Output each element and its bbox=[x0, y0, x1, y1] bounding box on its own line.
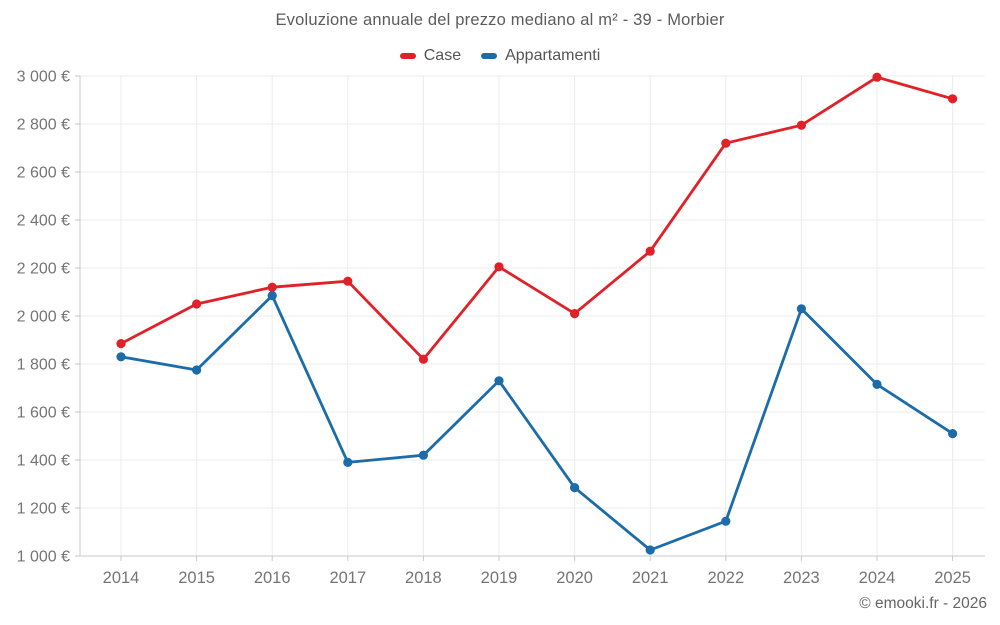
legend-label: Appartamenti bbox=[505, 47, 601, 64]
data-point-appartamenti-2015[interactable] bbox=[192, 365, 202, 375]
y-axis-tick-label: 2 000 € bbox=[17, 309, 70, 326]
data-point-case-2022[interactable] bbox=[721, 138, 731, 148]
data-point-appartamenti-2014[interactable] bbox=[116, 352, 126, 362]
data-point-case-2024[interactable] bbox=[872, 72, 882, 82]
data-point-case-2018[interactable] bbox=[418, 354, 428, 364]
chart-title: Evoluzione annuale del prezzo mediano al… bbox=[275, 11, 725, 29]
data-point-appartamenti-2017[interactable] bbox=[343, 457, 353, 467]
y-axis-tick-label: 1 600 € bbox=[17, 405, 70, 422]
y-axis-tick-label: 3 000 € bbox=[17, 69, 70, 86]
chart-legend: Case Appartamenti bbox=[0, 45, 1000, 67]
x-axis-tick-label: 2023 bbox=[783, 569, 820, 587]
legend-label: Case bbox=[423, 47, 462, 64]
y-axis-tick-label: 2 200 € bbox=[17, 261, 70, 278]
legend-swatch-appartamenti bbox=[481, 53, 498, 59]
data-point-appartamenti-2018[interactable] bbox=[418, 450, 428, 460]
data-point-appartamenti-2024[interactable] bbox=[872, 379, 882, 389]
data-point-case-2016[interactable] bbox=[267, 282, 277, 292]
x-axis-tick-label: 2018 bbox=[405, 569, 442, 587]
x-axis-tick-label: 2021 bbox=[632, 569, 669, 587]
data-point-appartamenti-2021[interactable] bbox=[645, 545, 655, 555]
y-axis-tick-label: 2 600 € bbox=[17, 165, 70, 182]
x-axis-tick-label: 2020 bbox=[556, 569, 593, 587]
data-point-case-2017[interactable] bbox=[343, 276, 353, 286]
data-point-case-2021[interactable] bbox=[645, 246, 655, 256]
data-point-case-2015[interactable] bbox=[192, 299, 202, 309]
legend-item-case[interactable]: Case bbox=[399, 47, 462, 65]
y-axis-tick-label: 2 400 € bbox=[17, 213, 70, 230]
series-line-appartamenti bbox=[119, 294, 954, 552]
data-point-appartamenti-2023[interactable] bbox=[796, 304, 807, 314]
x-axis-tick-label: 2025 bbox=[934, 569, 971, 587]
data-point-appartamenti-2016[interactable] bbox=[267, 291, 277, 301]
data-point-case-2020[interactable] bbox=[570, 309, 580, 319]
x-axis-tick-label: 2024 bbox=[859, 569, 896, 587]
data-point-case-2019[interactable] bbox=[494, 262, 504, 272]
y-axis-tick-label: 1 000 € bbox=[17, 549, 70, 566]
copyright-watermark: © emooki.fr - 2026 bbox=[859, 595, 987, 612]
data-point-appartamenti-2022[interactable] bbox=[721, 516, 731, 526]
y-axis-tick-label: 1 400 € bbox=[17, 453, 70, 470]
data-point-appartamenti-2020[interactable] bbox=[570, 483, 580, 493]
data-point-case-2023[interactable] bbox=[796, 120, 807, 130]
x-axis-tick-label: 2014 bbox=[103, 569, 140, 587]
y-axis-tick-label: 1 800 € bbox=[17, 357, 70, 374]
y-axis-tick-label: 2 800 € bbox=[17, 117, 70, 134]
series-line-case bbox=[119, 75, 954, 361]
legend-swatch-case bbox=[399, 53, 416, 59]
data-point-appartamenti-2019[interactable] bbox=[494, 376, 504, 386]
x-axis-tick-label: 2015 bbox=[178, 569, 215, 587]
data-point-case-2014[interactable] bbox=[116, 339, 126, 349]
x-axis-tick-label: 2016 bbox=[254, 569, 291, 587]
x-axis-tick-label: 2022 bbox=[707, 569, 744, 587]
data-point-case-2025[interactable] bbox=[948, 94, 958, 104]
y-axis-tick-label: 1 200 € bbox=[17, 501, 70, 518]
legend-item-appartamenti[interactable]: Appartamenti bbox=[481, 47, 600, 65]
data-point-appartamenti-2025[interactable] bbox=[948, 429, 958, 439]
x-axis-tick-label: 2019 bbox=[481, 569, 518, 587]
x-axis-tick-label: 2017 bbox=[329, 569, 366, 587]
